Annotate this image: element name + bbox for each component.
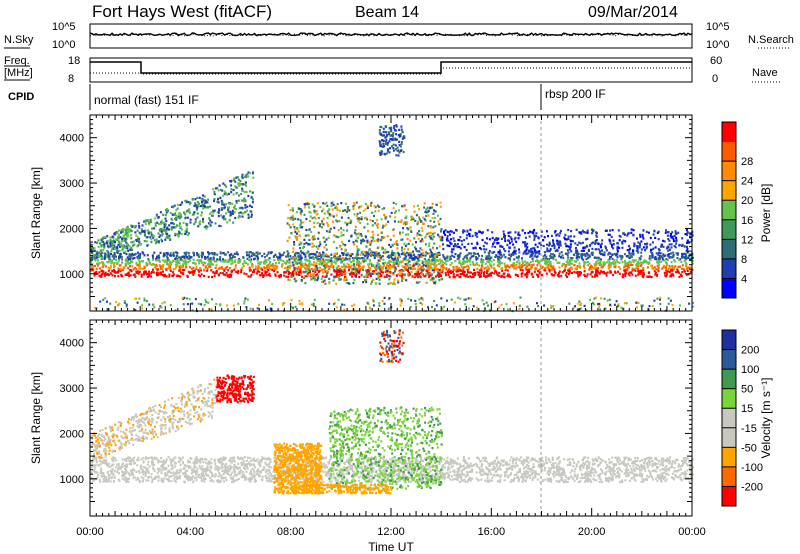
colorbar-swatch <box>722 180 736 201</box>
colorbar-tick-label: 20 <box>741 195 753 207</box>
y-tick-label: 1000 <box>60 269 84 281</box>
power-ylabel: Slant Range [km] <box>29 167 43 259</box>
y-tick-label: 4000 <box>60 133 84 145</box>
nave-tick-bottom: 0 <box>712 73 718 85</box>
power-colorbar: 4 8 12 16 20 24 28 <box>721 121 753 299</box>
freq-series <box>90 61 692 74</box>
velocity-panel: 1000 2000 3000 4000 00:00 04:00 08:00 12:00 16:… <box>29 319 706 554</box>
station-title: Fort Hays West (fitACF) <box>92 2 272 21</box>
colorbar-swatch <box>722 349 736 370</box>
colorbar-swatch <box>722 278 736 299</box>
y-tick-label: 2000 <box>60 223 84 235</box>
colorbar-swatch <box>722 122 736 143</box>
colorbar-swatch <box>722 141 736 162</box>
velocity-ylabel: Slant Range [km] <box>29 372 43 464</box>
y-tick-label: 1000 <box>60 474 84 486</box>
colorbar-swatch <box>722 427 736 448</box>
colorbar-tick-label: 4 <box>741 273 747 285</box>
nave-tick-top: 60 <box>710 55 722 67</box>
nsearch-label: N.Search <box>748 34 794 46</box>
power-colorbar-title: Power [dB] <box>759 184 773 243</box>
x-tick-label: 00:00 <box>76 526 104 538</box>
cpid-segment-1: normal (fast) 151 IF <box>94 93 199 107</box>
velocity-colorbar: -200 -100 -50 -15 15 50 100 200 <box>721 329 763 507</box>
colorbar-swatch <box>722 369 736 390</box>
nsearch-series <box>89 33 693 37</box>
power-x-ticks <box>89 115 693 311</box>
y-tick-label: 2000 <box>60 428 84 440</box>
freq-label-1: Freq. <box>4 55 30 67</box>
colorbar-swatch <box>722 219 736 240</box>
cpid-strip: CPID normal (fast) 151 IF rbsp 200 IF <box>8 84 606 110</box>
colorbar-tick-label: 100 <box>741 364 759 376</box>
colorbar-tick-label: -100 <box>741 462 763 474</box>
nsky-tick-top: 10^5 <box>52 21 76 33</box>
x-axis-label: Time UT <box>368 540 414 554</box>
velocity-x-axis: 00:00 04:00 08:00 12:00 16:00 20:00 00:00 <box>76 320 706 538</box>
date-label: 09/Mar/2014 <box>588 4 678 21</box>
colorbar-tick-label: -15 <box>741 423 757 435</box>
colorbar-swatch <box>722 486 736 507</box>
cpid-segment-2: rbsp 200 IF <box>545 87 606 101</box>
colorbar-swatch <box>722 408 736 429</box>
colorbar-swatch <box>722 258 736 279</box>
nsky-tick-bottom: 10^0 <box>52 39 76 51</box>
freq-label-2: [MHz] <box>4 67 33 79</box>
power-y-axis: 1000 2000 3000 4000 <box>60 114 692 297</box>
colorbar-swatch <box>722 330 736 351</box>
cpid-label: CPID <box>8 91 34 103</box>
velocity-y-axis: 1000 2000 3000 4000 <box>60 319 692 502</box>
colorbar-swatch <box>722 161 736 182</box>
y-tick-label: 3000 <box>60 178 84 190</box>
freq-tick-bottom: 8 <box>68 73 74 85</box>
colorbar-tick-label: 50 <box>741 384 753 396</box>
y-tick-label: 4000 <box>60 338 84 350</box>
colorbar-tick-label: 28 <box>741 156 753 168</box>
colorbar-tick-label: 15 <box>741 403 753 415</box>
nave-series <box>90 67 692 75</box>
colorbar-tick-label: -200 <box>741 481 763 493</box>
power-echo-layer <box>90 124 694 313</box>
power-panel: 1000 2000 3000 4000 Slant Range [km] <box>29 114 694 313</box>
x-tick-label: 08:00 <box>277 526 305 538</box>
colorbar-tick-label: 200 <box>741 345 759 357</box>
x-tick-label: 04:00 <box>177 526 205 538</box>
colorbar-tick-label: -50 <box>741 442 757 454</box>
freq-frame <box>89 57 693 83</box>
nsky-right-tick-top: 10^5 <box>706 21 730 33</box>
colorbar-swatch <box>722 200 736 221</box>
nsky-strip: N.Sky 10^5 10^0 10^5 10^0 N.Search <box>4 21 794 51</box>
colorbar-swatch <box>722 239 736 260</box>
nsky-frame <box>89 23 693 49</box>
beam-label: Beam 14 <box>355 4 419 21</box>
colorbar-swatch <box>722 447 736 468</box>
colorbar-tick-label: 8 <box>741 254 747 266</box>
x-tick-label: 20:00 <box>578 526 606 538</box>
colorbar-tick-label: 24 <box>741 176 753 188</box>
nave-label: Nave <box>752 67 778 79</box>
x-tick-label: 16:00 <box>478 526 506 538</box>
x-tick-label: 12:00 <box>377 526 405 538</box>
x-tick-label: 00:00 <box>678 526 706 538</box>
freq-tick-top: 18 <box>68 55 80 67</box>
nsky-label: N.Sky <box>4 34 34 46</box>
y-tick-label: 3000 <box>60 383 84 395</box>
colorbar-tick-label: 16 <box>741 215 753 227</box>
colorbar-swatch <box>722 388 736 409</box>
colorbar-tick-label: 12 <box>741 234 753 246</box>
nsky-right-tick-bottom: 10^0 <box>706 39 730 51</box>
velocity-colorbar-title: Velocity [m s⁻¹] <box>759 377 773 458</box>
velocity-echo-layer <box>90 329 694 495</box>
freq-strip: Freq. [MHz] 18 8 60 0 Nave <box>4 55 780 85</box>
colorbar-swatch <box>722 466 736 487</box>
